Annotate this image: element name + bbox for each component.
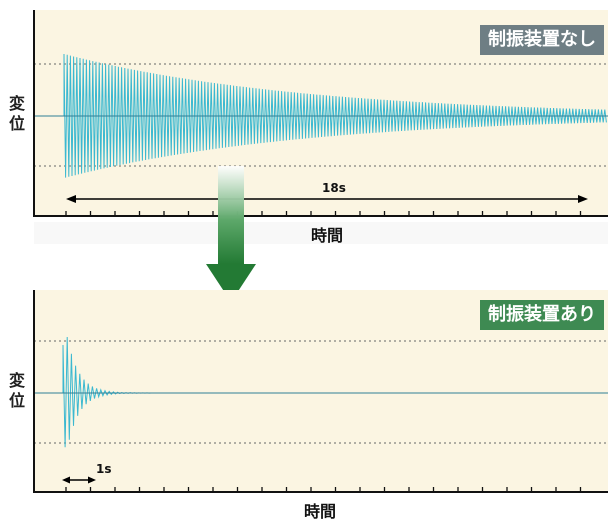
panel-1-axis [33,10,608,217]
panel-2-duration-label: 1s [96,462,112,476]
panel-2-duration-arrowhead-right [88,476,96,484]
panel-2-axis [33,290,608,493]
transition-arrow-shaft [218,166,244,264]
panel-2-duration-arrowhead-left [62,476,70,484]
panel-1-x-axis-label: 時間 [311,226,344,245]
panel-1-duration-arrowhead-left [66,195,76,203]
panel-2-badge: 制振装置あり [480,300,604,330]
panel-1-y-axis-label-char-1: 変 [8,94,25,113]
panel-2-y-axis-label-char-2: 位 [8,391,25,410]
panel-1-duration-label: 18s [322,181,346,195]
panel-1-y-axis-label-char-2: 位 [8,114,25,133]
panel-2-x-axis-label: 時間 [304,502,337,521]
panel-1-badge: 制振装置なし [480,25,604,55]
panel-1-y-axis-label: 変 位 [0,94,34,134]
panel-1-duration-arrowhead-right [578,195,588,203]
reflection-band [34,222,608,244]
panel-2-y-axis-label-char-1: 変 [8,371,25,390]
panel-2-y-axis-label: 変 位 [0,371,34,411]
transition-arrow-head [206,264,256,302]
